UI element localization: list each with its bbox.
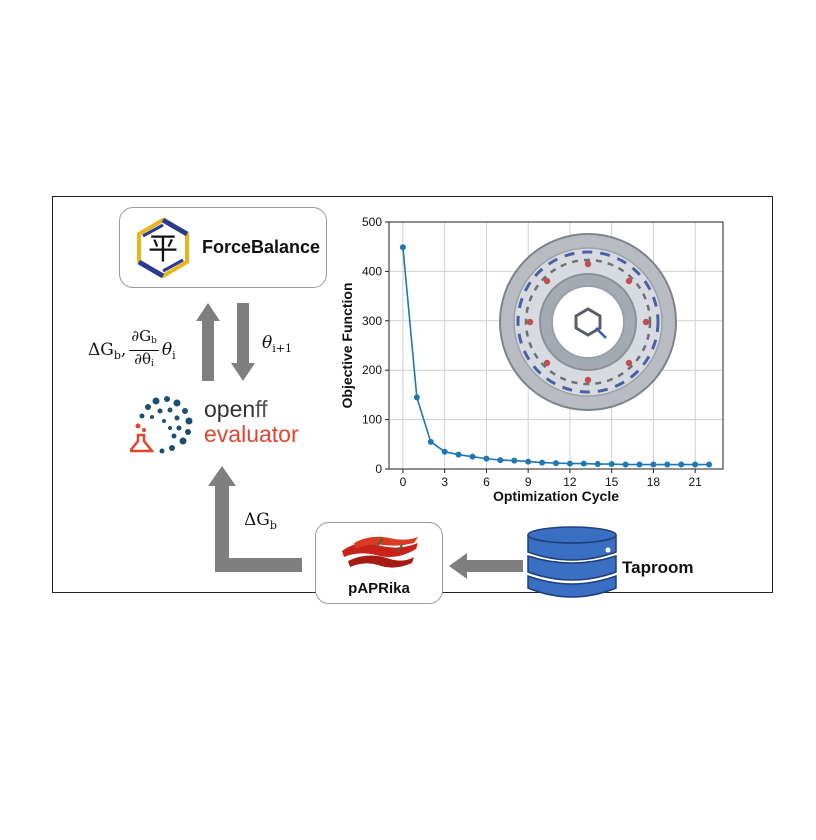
data-point <box>497 457 504 464</box>
forcebalance-logo-char: 平 <box>148 232 178 267</box>
data-point <box>413 394 420 401</box>
x-axis-label: Optimization Cycle <box>493 488 619 504</box>
y-axis-label: Objective Function <box>340 282 355 408</box>
evaluator-label: evaluator <box>204 421 299 447</box>
y-tick-label: 400 <box>362 264 382 278</box>
taproom-label: Taproom <box>622 558 694 577</box>
forcebalance-label: ForceBalance <box>202 237 321 257</box>
host-guest-molecule-icon <box>499 233 677 411</box>
data-point <box>441 448 448 455</box>
data-point <box>706 461 713 468</box>
openff-label: openff <box>204 396 268 422</box>
data-point <box>483 455 490 462</box>
forcebalance-logo-icon: 平 <box>137 217 189 279</box>
y-tick-label: 0 <box>375 462 382 476</box>
data-point <box>566 460 573 467</box>
data-point <box>511 457 518 464</box>
data-point <box>399 244 406 251</box>
data-point <box>608 461 615 468</box>
data-point <box>455 451 462 458</box>
arrow-up-icon <box>196 303 220 381</box>
data-point <box>594 461 601 468</box>
x-tick-label: 9 <box>525 475 532 489</box>
data-point <box>664 461 671 468</box>
paprika-label: pAPRika <box>348 580 410 597</box>
data-point <box>469 453 476 460</box>
x-tick-label: 12 <box>563 475 577 489</box>
data-point <box>678 461 685 468</box>
paprika-peppers-icon <box>342 536 418 568</box>
paprika-box: pAPRika <box>315 522 443 604</box>
x-tick-label: 21 <box>688 475 702 489</box>
data-point <box>553 460 559 467</box>
data-point <box>636 461 643 468</box>
y-tick-label: 500 <box>362 215 382 229</box>
x-tick-label: 3 <box>441 475 448 489</box>
x-tick-label: 18 <box>647 475 661 489</box>
data-point <box>539 459 546 466</box>
gradient-label: ΔGb, ∂Gb ∂θi θi <box>88 327 176 370</box>
data-point <box>525 458 532 465</box>
parameter-label: θi+1 <box>262 333 292 355</box>
openff-logo-icon <box>130 396 193 454</box>
chart-plot-area <box>388 221 724 470</box>
objective-function-chart: 0 3 6 9 12 15 18 21 0 100 200 300 400 500 Optimization… <box>340 215 724 504</box>
data-point <box>580 460 587 467</box>
y-tick-label: 100 <box>362 413 382 427</box>
data-point <box>692 461 699 468</box>
y-tick-label: 300 <box>362 314 382 328</box>
data-point <box>650 461 657 468</box>
x-tick-label: 15 <box>605 475 619 489</box>
x-tick-label: 0 <box>400 475 407 489</box>
binding-energy-label: ΔGb <box>244 510 277 532</box>
forcebalance-box <box>119 207 327 288</box>
x-tick-label: 6 <box>483 475 490 489</box>
arrow-left-icon <box>449 553 523 579</box>
y-tick-label: 200 <box>362 363 382 377</box>
data-point <box>427 438 434 445</box>
data-point <box>622 461 629 468</box>
elbow-arrow-icon <box>208 466 302 572</box>
arrow-down-icon <box>231 303 255 381</box>
database-icon <box>527 526 617 598</box>
